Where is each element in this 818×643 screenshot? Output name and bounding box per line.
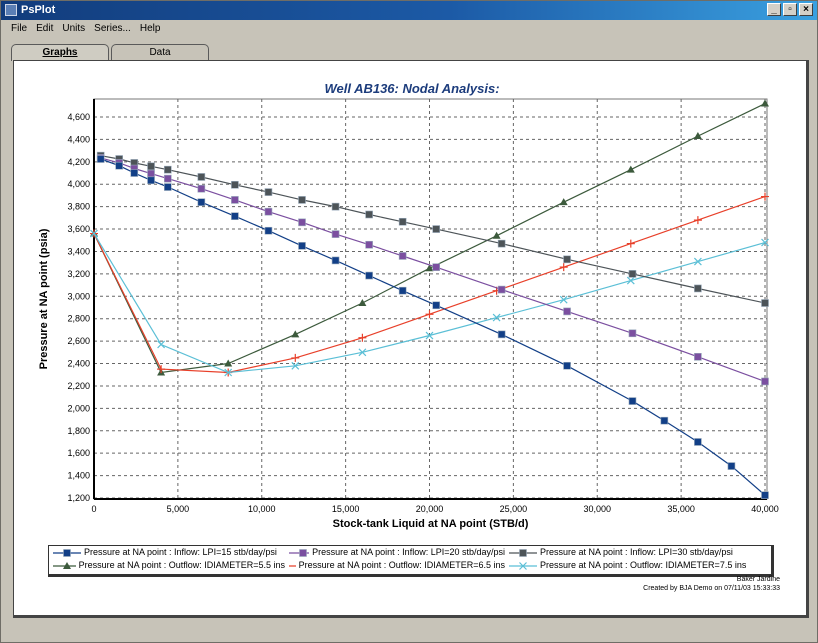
- x-axis-label: Stock-tank Liquid at NA point (STB/d): [333, 518, 529, 530]
- legend-item: Pressure at NA point : Inflow: LPI=20 st…: [285, 546, 505, 559]
- series-outflow-d65: [90, 192, 769, 377]
- y-tick-label: 2,600: [67, 336, 90, 346]
- y-axis-label: Pressure at NA point (psia): [38, 228, 50, 369]
- credits-created: Created by BJA Demo on 07/11/03 15:33:33: [643, 585, 780, 592]
- menu-file[interactable]: File: [11, 23, 28, 34]
- menu-edit[interactable]: Edit: [36, 23, 54, 34]
- x-tick-label: 5,000: [167, 504, 190, 514]
- legend-swatch-icon: [53, 548, 81, 557]
- x-tick-label: 15,000: [332, 504, 360, 514]
- x-tick-label: 35,000: [667, 504, 695, 514]
- legend-label: Pressure at NA point : Inflow: LPI=30 st…: [540, 547, 733, 557]
- chart-credits: Baker Jardine Created by BJA Demo on 07/…: [643, 575, 780, 593]
- legend-swatch-icon: [509, 548, 537, 557]
- legend-item: Pressure at NA point : Outflow: IDIAMETE…: [505, 559, 755, 572]
- series-inflow-lpi15: [96, 155, 769, 500]
- legend-swatch-icon: [289, 564, 296, 567]
- x-tick-label: 25,000: [500, 504, 528, 514]
- x-tick-label: 40,000: [751, 504, 779, 514]
- y-tick-label: 3,000: [67, 291, 90, 301]
- x-tick-label: 30,000: [583, 504, 611, 514]
- close-button[interactable]: ×: [799, 3, 813, 16]
- legend-label: Pressure at NA point : Outflow: IDIAMETE…: [540, 560, 747, 570]
- y-tick-label: 1,800: [67, 426, 90, 436]
- y-tick-label: 1,200: [67, 493, 90, 503]
- y-tick-label: 2,000: [67, 403, 90, 413]
- y-tick-label: 4,000: [67, 179, 90, 189]
- title-bar[interactable]: PsPlot _ ▫ ×: [1, 1, 817, 20]
- legend-label: Pressure at NA point : Inflow: LPI=20 st…: [312, 547, 505, 557]
- chart-legend: Pressure at NA point : Inflow: LPI=15 st…: [48, 545, 774, 577]
- y-tick-label: 2,400: [67, 359, 90, 369]
- credits-company: Baker Jardine: [736, 576, 780, 583]
- y-tick-label: 3,600: [67, 224, 90, 234]
- legend-label: Pressure at NA point : Inflow: LPI=15 st…: [84, 547, 277, 557]
- y-tick-label: 3,200: [67, 269, 90, 279]
- legend-item: Pressure at NA point : Inflow: LPI=15 st…: [49, 546, 285, 559]
- y-tick-label: 2,200: [67, 381, 90, 391]
- tab-strip: Graphs Data: [11, 44, 211, 61]
- graph-panel: Well AB136: Nodal Analysis: 1,200 1,400 1,…: [13, 60, 809, 618]
- menu-bar: File Edit Units Series... Help: [1, 20, 817, 38]
- nodal-analysis-chart: 1,200 1,400 1,600 1,800 2,000 2,200 2,400 2,600…: [38, 98, 779, 530]
- legend-item: Pressure at NA point : Outflow: IDIAMETE…: [49, 559, 285, 572]
- legend-swatch-icon: [509, 561, 537, 570]
- menu-help[interactable]: Help: [139, 23, 161, 34]
- x-tick-label: 0: [91, 504, 96, 514]
- series-inflow-lpi30: [96, 151, 769, 307]
- y-tick-label: 3,400: [67, 246, 90, 256]
- menu-series[interactable]: Series...: [94, 23, 131, 34]
- minimize-button[interactable]: _: [767, 3, 781, 16]
- legend-label: Pressure at NA point : Outflow: IDIAMETE…: [78, 560, 285, 570]
- maximize-button[interactable]: ▫: [783, 3, 797, 16]
- y-tick-label: 1,400: [67, 471, 90, 481]
- x-tick-label: 20,000: [416, 504, 444, 514]
- y-tick-label: 1,600: [67, 448, 90, 458]
- chart-title: Well AB136: Nodal Analysis:: [324, 81, 500, 96]
- legend-item: Pressure at NA point : Inflow: LPI=30 st…: [505, 546, 755, 559]
- plot-area: [93, 98, 768, 500]
- y-tick-label: 4,400: [67, 134, 90, 144]
- window-title: PsPlot: [21, 4, 56, 16]
- y-tick-label: 4,200: [67, 157, 90, 167]
- series-outflow-d75: [90, 229, 769, 377]
- legend-item: Pressure at NA point : Outflow: IDIAMETE…: [285, 559, 505, 572]
- tab-graphs[interactable]: Graphs: [11, 44, 109, 61]
- legend-swatch-icon: [53, 561, 76, 569]
- menu-units[interactable]: Units: [62, 23, 86, 34]
- y-tick-label: 2,800: [67, 314, 90, 324]
- x-tick-label: 10,000: [248, 504, 276, 514]
- legend-label: Pressure at NA point : Outflow: IDIAMETE…: [298, 560, 505, 570]
- app-icon: [5, 4, 17, 16]
- legend-swatch-icon: [289, 548, 310, 557]
- tab-data[interactable]: Data: [111, 44, 209, 61]
- y-tick-label: 3,800: [67, 202, 90, 212]
- y-tick-label: 4,600: [67, 112, 90, 122]
